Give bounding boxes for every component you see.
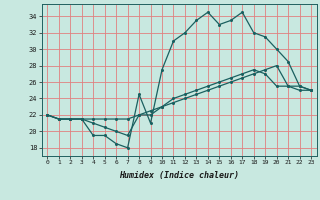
X-axis label: Humidex (Indice chaleur): Humidex (Indice chaleur) [119,171,239,180]
